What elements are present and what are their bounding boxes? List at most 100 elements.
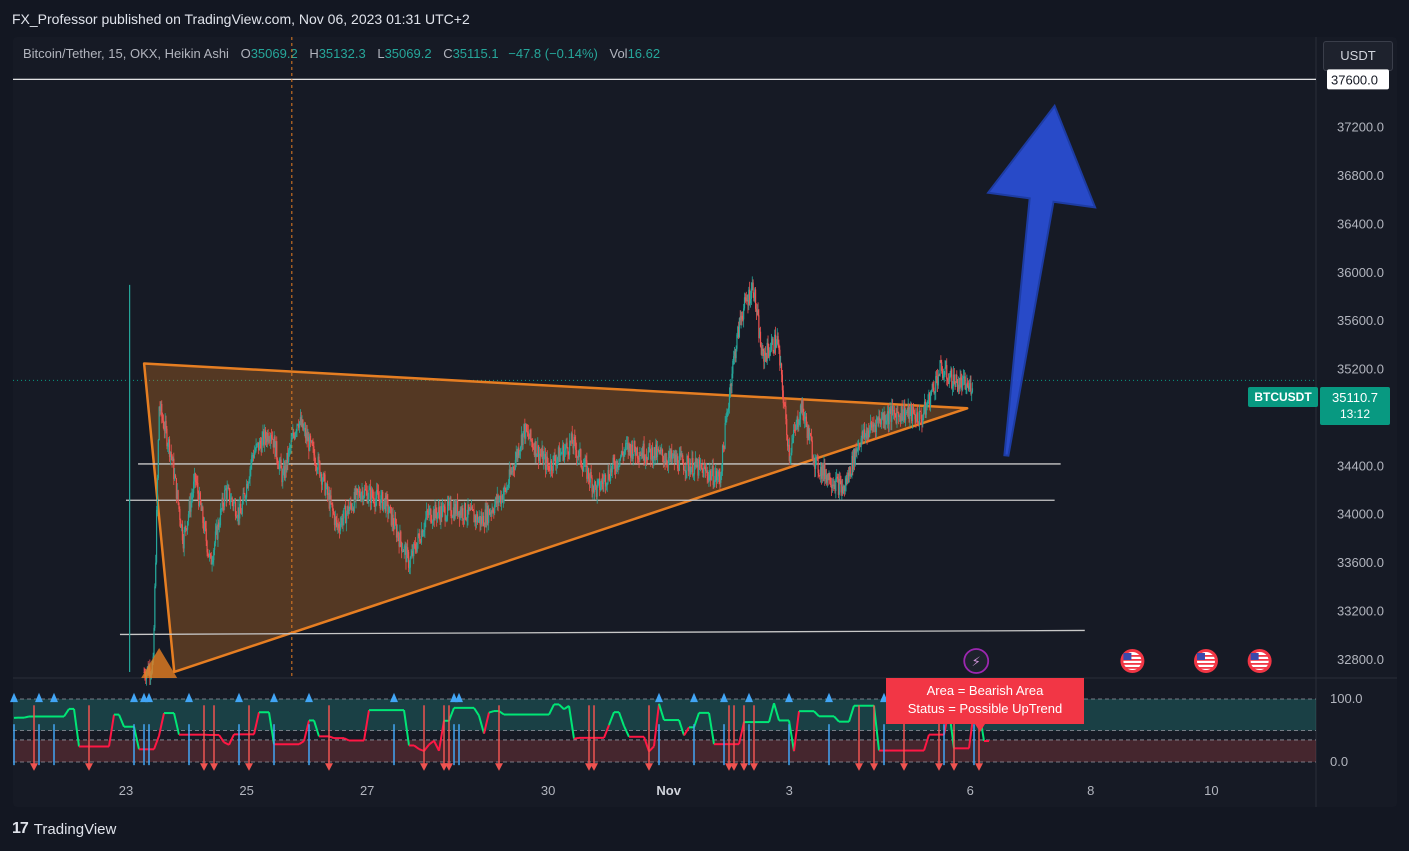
indicator-line-segment: [268, 712, 275, 745]
candle-body: [184, 526, 186, 530]
candle-body: [757, 310, 759, 316]
candle-body: [516, 452, 518, 458]
candle-body: [627, 442, 629, 452]
candle-body: [953, 374, 955, 384]
candle-body: [353, 491, 355, 512]
candle-body: [890, 408, 892, 422]
indicator-line-segment: [313, 720, 320, 737]
candle-body: [278, 463, 280, 470]
candle-body: [317, 456, 319, 470]
candle-body: [381, 491, 383, 496]
candle-body: [876, 418, 878, 420]
candle-body: [575, 440, 577, 450]
candle-body: [192, 493, 194, 497]
candle-body: [563, 450, 566, 460]
candle-body: [647, 450, 649, 460]
signal-arrow-head: [30, 763, 38, 771]
candle-body: [286, 452, 288, 470]
candle-body: [920, 411, 922, 419]
candle-body: [792, 437, 794, 443]
candle-body: [604, 474, 606, 478]
candle-body: [324, 474, 326, 495]
candle-body: [456, 500, 458, 514]
candle-body: [840, 480, 842, 493]
candle-body: [838, 479, 840, 495]
candle-body: [513, 466, 515, 469]
candle-body: [831, 484, 833, 488]
candle-body: [557, 447, 560, 458]
candle-body: [842, 485, 845, 494]
signal-arrow-head: [145, 692, 153, 703]
chart-frame[interactable]: [13, 37, 1397, 807]
candle-body: [168, 439, 171, 457]
signal-arrow-head: [455, 692, 463, 703]
candle-body: [841, 486, 843, 493]
candle-body: [401, 542, 403, 552]
candle-body: [530, 429, 532, 440]
indicator-line-segment: [403, 709, 410, 746]
candle-body: [869, 422, 872, 431]
candle-body: [879, 417, 881, 422]
candle-body: [654, 447, 656, 459]
candle-body: [771, 338, 773, 343]
time-axis: 23 25 27 30 Nov 3 6 8 10: [119, 783, 1219, 798]
candle-body: [541, 448, 543, 456]
candle-body: [873, 424, 875, 427]
price-tick-label: 36800.0: [1337, 168, 1384, 183]
candle-body: [246, 483, 248, 498]
candle-body: [911, 406, 914, 422]
candle-body: [525, 424, 528, 432]
candle-body: [169, 451, 171, 457]
candle-body: [790, 452, 792, 457]
candle-body: [522, 431, 524, 446]
candle-body: [823, 463, 825, 476]
candle-body: [266, 432, 268, 443]
candle-body: [322, 473, 324, 481]
candle-body: [881, 412, 883, 418]
candle-body: [547, 464, 549, 466]
candle-body: [452, 507, 455, 518]
candle-body: [749, 289, 751, 304]
indicator-line-segment: [848, 705, 855, 722]
candle-body: [591, 477, 593, 492]
indicator-line-segment: [158, 712, 165, 737]
candle-body: [642, 443, 644, 458]
candle-body: [274, 436, 276, 457]
candle-body: [561, 453, 563, 455]
candle-body: [153, 627, 155, 657]
candle-body: [314, 464, 317, 466]
candle-body: [921, 418, 923, 425]
candle-body: [524, 424, 526, 439]
candle-body: [688, 466, 691, 472]
candle-body: [644, 460, 646, 462]
candle-body: [738, 318, 741, 337]
candle-body: [821, 465, 823, 479]
candle-body: [517, 448, 519, 458]
indicator-line-segment: [708, 712, 715, 745]
candle-body: [448, 502, 450, 506]
candle-body: [566, 442, 568, 448]
candle-body: [447, 501, 449, 517]
candle-body: [191, 496, 193, 501]
price-tick-label: 33600.0: [1337, 555, 1384, 570]
candle-body: [357, 488, 359, 493]
candle-body: [436, 513, 438, 519]
candle-body: [906, 412, 908, 414]
candle-body: [758, 315, 760, 339]
candle-body: [781, 374, 784, 391]
candle-body: [180, 519, 182, 528]
candle-body: [441, 506, 444, 517]
candle-body: [787, 444, 790, 447]
candle-body: [716, 476, 719, 481]
candle-body: [572, 443, 574, 449]
candle-body: [576, 456, 578, 459]
footer-brand[interactable]: 17 TradingView: [12, 820, 116, 838]
candle-body: [847, 472, 849, 484]
indicator-line-segment: [423, 743, 430, 752]
candle-body: [857, 448, 859, 450]
candle-body: [171, 455, 173, 461]
candle-body: [549, 469, 551, 471]
low-value: 35069.2: [384, 46, 432, 61]
candle-body: [304, 427, 307, 439]
